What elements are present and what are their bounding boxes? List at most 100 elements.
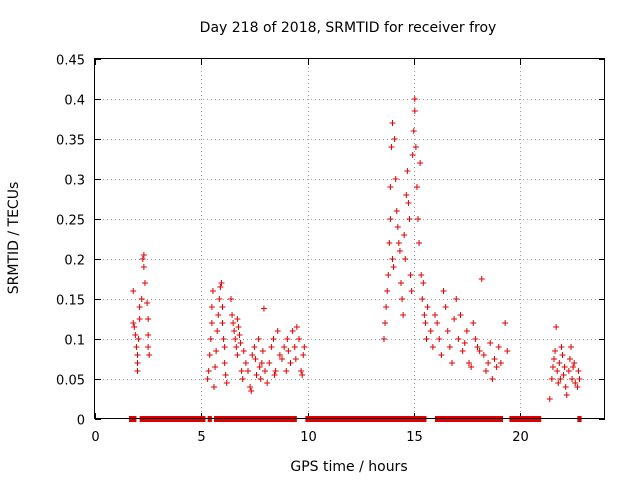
data-point <box>233 344 240 350</box>
data-point <box>293 324 300 330</box>
data-point <box>262 368 268 374</box>
data-point <box>398 280 404 286</box>
data-point <box>396 248 403 254</box>
data-point <box>554 368 561 374</box>
data-point <box>417 160 424 166</box>
data-point <box>271 372 278 378</box>
data-point <box>208 304 215 310</box>
data-point <box>257 376 264 382</box>
data-point <box>559 352 566 358</box>
data-point <box>561 364 568 370</box>
data-point <box>410 128 417 134</box>
data-point <box>449 360 455 366</box>
data-point <box>212 364 219 370</box>
data-point <box>415 216 421 222</box>
data-point <box>555 380 562 386</box>
data-point <box>215 312 222 318</box>
data-point <box>408 288 415 294</box>
data-point <box>296 336 302 342</box>
data-point <box>576 376 583 382</box>
data-point <box>239 376 246 382</box>
data-point <box>432 312 438 318</box>
data-point <box>571 360 578 366</box>
data-point <box>266 360 273 366</box>
data-point <box>231 328 238 334</box>
data-point <box>383 304 390 310</box>
data-point <box>144 300 151 306</box>
data-point <box>487 340 494 346</box>
data-point <box>569 376 576 382</box>
data-point <box>130 288 137 294</box>
data-point <box>401 232 408 238</box>
data-point <box>205 368 212 374</box>
data-point <box>457 312 464 318</box>
data-point <box>249 352 256 358</box>
data-point <box>259 348 266 354</box>
data-point <box>403 192 410 198</box>
data-point <box>553 324 560 330</box>
data-point <box>130 320 137 326</box>
data-point <box>209 288 216 294</box>
data-point <box>468 364 475 370</box>
data-point <box>476 348 483 354</box>
data-point <box>140 252 147 258</box>
data-point <box>279 356 285 362</box>
data-point <box>570 364 577 370</box>
axis-ticks <box>95 59 605 420</box>
data-point <box>470 320 477 326</box>
data-point <box>549 364 556 370</box>
data-point <box>395 240 402 246</box>
data-point <box>446 344 453 350</box>
data-point <box>404 168 411 174</box>
data-point <box>211 384 217 390</box>
data-point <box>289 328 296 334</box>
data-point <box>207 336 214 342</box>
data-point <box>478 276 485 282</box>
x-tick-label: 15 <box>406 430 423 445</box>
data-point <box>146 352 153 358</box>
data-point <box>563 392 570 398</box>
data-point <box>217 284 224 290</box>
data-point <box>461 340 468 346</box>
data-point <box>138 296 145 302</box>
data-point <box>208 320 215 326</box>
data-point <box>140 264 147 270</box>
data-point <box>574 384 581 390</box>
data-point <box>438 352 445 358</box>
data-point <box>141 280 148 286</box>
data-point <box>407 272 414 278</box>
data-point <box>253 372 260 378</box>
data-point <box>411 96 418 102</box>
data-point <box>413 184 420 190</box>
data-point <box>495 344 502 350</box>
data-point <box>463 328 470 334</box>
data-point <box>216 296 223 302</box>
x-tick-label: 0 <box>91 430 99 445</box>
data-point <box>491 356 498 362</box>
data-point <box>480 352 487 358</box>
data-point <box>557 376 564 382</box>
data-point <box>240 348 247 354</box>
data-points <box>130 96 583 402</box>
data-point <box>281 344 288 350</box>
data-point <box>245 368 251 374</box>
y-tick-label: 0.3 <box>64 174 85 189</box>
data-point <box>474 344 481 350</box>
data-point <box>272 368 279 374</box>
data-point <box>424 304 431 310</box>
data-point <box>568 344 574 350</box>
data-point <box>260 305 267 312</box>
data-point <box>145 332 152 338</box>
data-point <box>402 256 409 262</box>
data-point <box>298 368 305 374</box>
data-point <box>444 328 451 334</box>
data-point <box>394 224 401 230</box>
data-point <box>135 336 142 342</box>
data-point <box>566 356 573 362</box>
data-point <box>134 360 141 366</box>
data-point <box>392 176 399 182</box>
data-point <box>230 320 237 326</box>
data-point <box>453 296 460 302</box>
data-point <box>206 352 213 358</box>
data-point <box>234 316 241 322</box>
